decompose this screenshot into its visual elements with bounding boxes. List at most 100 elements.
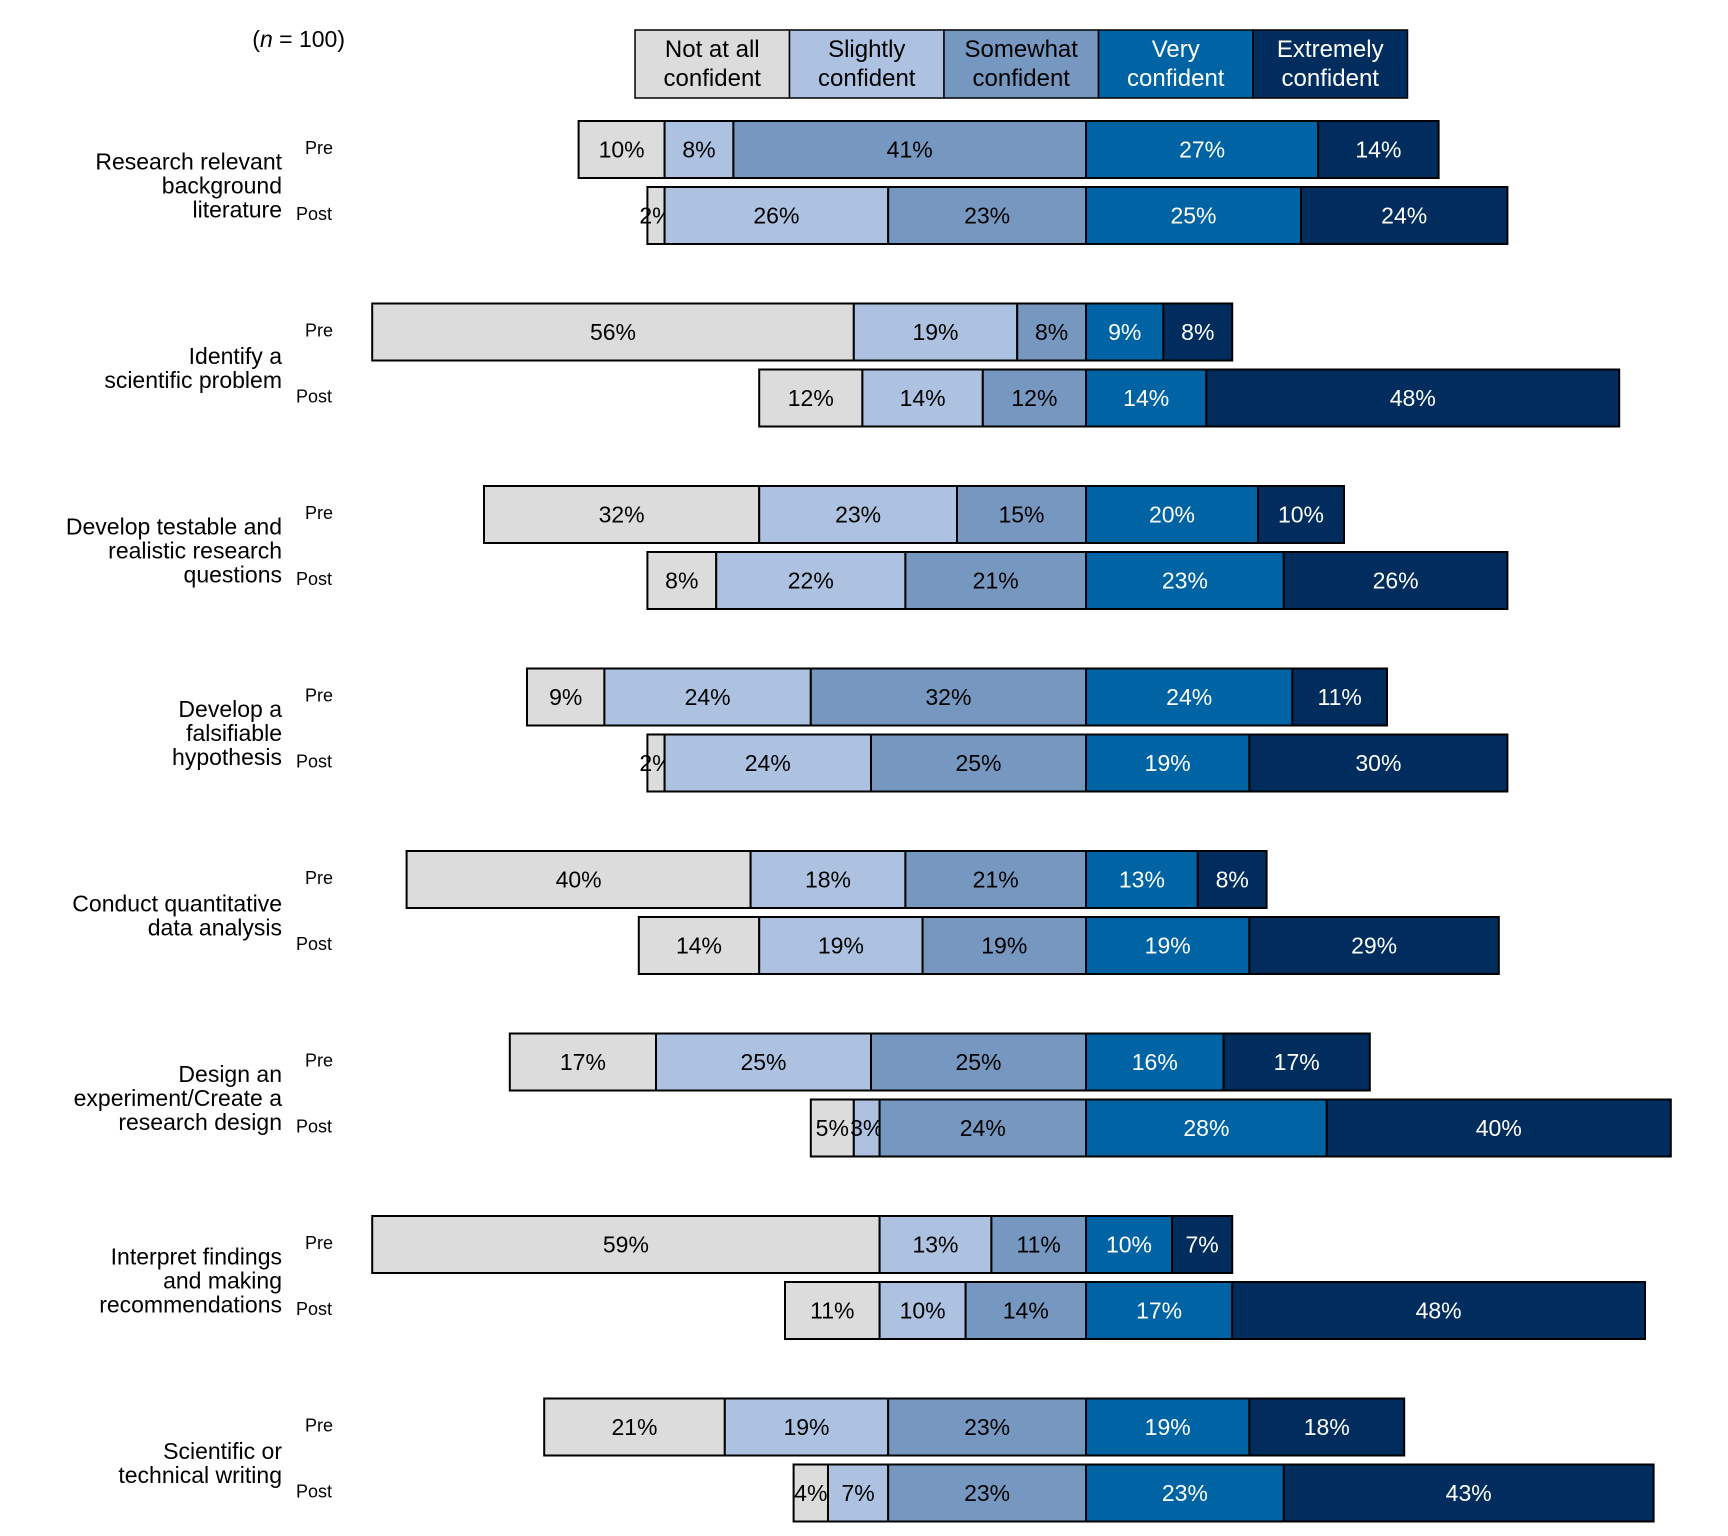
value-label-post-extremely: 30% [1355, 750, 1401, 776]
value-label-post-very: 14% [1123, 385, 1169, 411]
value-label-pre-somewhat: 8% [1035, 319, 1068, 345]
value-label-pre-somewhat: 11% [1017, 1232, 1061, 1258]
value-label-pre-extremely: 11% [1318, 684, 1362, 710]
value-label-pre-not_at_all: 32% [599, 502, 645, 528]
category-label-line: and making [163, 1268, 282, 1294]
bar-segment-post-somewhat [921, 916, 1087, 975]
bar-segment-pre-extremely [1248, 1397, 1406, 1457]
bar-segment-pre-very [1085, 485, 1259, 544]
value-label-pre-slightly: 25% [740, 1049, 786, 1075]
category-label-line: literature [193, 197, 282, 223]
category-label-line: scientific problem [104, 367, 282, 393]
bar-segment-post-very [1085, 551, 1285, 610]
category-label-line: Conduct quantitative [72, 891, 282, 917]
category-label-line: Scientific or [163, 1438, 282, 1464]
bar-segment-pre-extremely [1171, 1215, 1234, 1274]
bar-segment-pre-slightly [758, 485, 959, 544]
value-label-post-extremely: 40% [1476, 1115, 1522, 1141]
bar-segment-pre-somewhat [809, 667, 1087, 727]
value-label-pre-extremely: 7% [1185, 1232, 1218, 1258]
bar-segment-pre-extremely [1162, 302, 1234, 362]
value-label-post-extremely: 26% [1373, 568, 1419, 594]
legend-label-extremely-line2: confident [1282, 65, 1380, 92]
value-label-post-somewhat: 12% [1011, 385, 1057, 411]
bar-segment-pre-very [1085, 1032, 1225, 1092]
sample-size-note: (n = 100) [252, 26, 345, 52]
legend: Not at allconfidentSlightlyconfidentSome… [634, 29, 1409, 99]
row-label-pre: Pre [305, 503, 333, 523]
value-label-post-somewhat: 19% [981, 933, 1027, 959]
value-label-post-extremely: 48% [1390, 385, 1436, 411]
bar-segment-post-slightly [663, 186, 890, 245]
value-label-post-very: 17% [1136, 1298, 1182, 1324]
value-label-post-slightly: 3% [850, 1115, 883, 1141]
legend-label-very-line2: confident [1127, 65, 1225, 92]
row-label-pre: Pre [305, 686, 333, 706]
value-label-pre-very: 20% [1149, 502, 1195, 528]
value-label-pre-extremely: 18% [1304, 1414, 1350, 1440]
value-label-pre-very: 13% [1119, 867, 1165, 893]
row-label-pre: Pre [305, 1416, 333, 1436]
category-label-line: Design an [178, 1061, 282, 1087]
value-label-post-extremely: 48% [1416, 1298, 1462, 1324]
bar-segment-post-somewhat [887, 1463, 1088, 1523]
category-label-line: Identify a [189, 343, 283, 369]
bar-segment-post-extremely [1248, 733, 1509, 793]
category-label-line: questions [184, 562, 282, 588]
value-label-post-somewhat: 25% [955, 750, 1001, 776]
bar-segment-pre-somewhat [1016, 302, 1088, 362]
value-label-post-somewhat: 21% [973, 568, 1019, 594]
value-label-pre-slightly: 24% [685, 684, 731, 710]
value-label-pre-extremely: 8% [1181, 319, 1214, 345]
value-label-pre-somewhat: 41% [887, 137, 933, 163]
value-label-pre-slightly: 19% [783, 1414, 829, 1440]
bar-segment-pre-slightly [663, 120, 735, 179]
value-label-pre-somewhat: 25% [955, 1049, 1001, 1075]
bar-segment-pre-somewhat [887, 1397, 1088, 1457]
bar-segment-post-somewhat [878, 1098, 1087, 1158]
category-label-line: Develop a [178, 696, 282, 722]
bar-segment-post-not_at_all [809, 1098, 855, 1158]
category-label-line: recommendations [99, 1292, 282, 1318]
bar-segment-pre-not_at_all [526, 667, 606, 727]
value-label-pre-very: 10% [1106, 1232, 1152, 1258]
value-label-post-slightly: 10% [900, 1298, 946, 1324]
bar-segment-pre-very [1085, 1215, 1173, 1274]
bar-segment-pre-not_at_all [405, 850, 752, 909]
value-label-pre-not_at_all: 9% [549, 684, 582, 710]
value-label-post-very: 28% [1183, 1115, 1229, 1141]
value-label-pre-extremely: 14% [1355, 137, 1401, 163]
value-label-post-not_at_all: 11% [810, 1298, 854, 1324]
bar-segment-pre-very [1085, 667, 1294, 727]
row-label-post: Post [296, 569, 332, 589]
legend-label-somewhat-line1: Somewhat [965, 36, 1079, 63]
bar-segment-pre-somewhat [904, 850, 1088, 909]
value-label-pre-slightly: 23% [835, 502, 881, 528]
value-label-post-slightly: 14% [900, 385, 946, 411]
category-label-line: hypothesis [172, 744, 282, 770]
bar-segment-post-very [1085, 186, 1302, 245]
row-label-pre: Pre [305, 138, 333, 158]
row-label-pre: Pre [305, 1051, 333, 1071]
value-label-pre-somewhat: 21% [973, 867, 1019, 893]
value-label-post-very: 23% [1162, 1480, 1208, 1506]
value-label-post-not_at_all: 14% [676, 933, 722, 959]
legend-label-not_at_all-line2: confident [664, 65, 762, 92]
value-label-post-slightly: 7% [841, 1480, 874, 1506]
bar-segment-post-somewhat [904, 551, 1088, 610]
bar-segment-post-somewhat [870, 733, 1087, 793]
bar-segment-post-extremely [1325, 1098, 1672, 1158]
bar-segment-post-slightly [878, 1281, 967, 1340]
bar-segment-post-slightly [715, 551, 907, 610]
bar-segment-post-extremely [1282, 551, 1509, 610]
value-label-pre-somewhat: 23% [964, 1414, 1010, 1440]
bar-segment-pre-somewhat [956, 485, 1087, 544]
row-label-pre: Pre [305, 1233, 333, 1253]
value-label-post-slightly: 19% [818, 933, 864, 959]
legend-label-slightly-line1: Slightly [828, 36, 905, 63]
bar-segment-pre-not_at_all [508, 1032, 657, 1092]
value-label-pre-not_at_all: 17% [560, 1049, 606, 1075]
value-label-pre-extremely: 17% [1274, 1049, 1320, 1075]
category-label-line: data analysis [148, 915, 282, 941]
